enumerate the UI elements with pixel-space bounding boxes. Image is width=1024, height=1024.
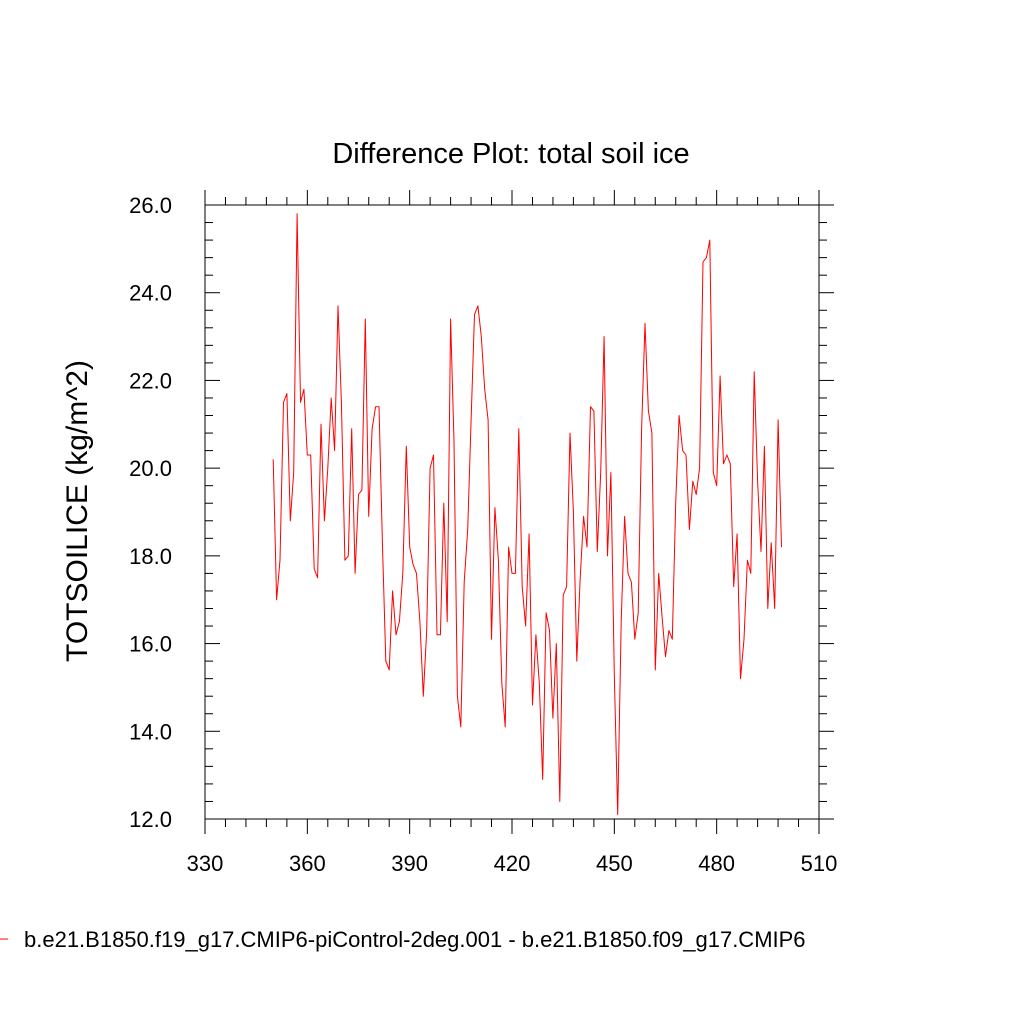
x-tick-label: 330 bbox=[187, 851, 224, 876]
y-axis-label: TOTSOILICE (kg/m^2) bbox=[61, 360, 94, 662]
x-tick-label: 480 bbox=[698, 851, 735, 876]
y-tick-label: 24.0 bbox=[129, 281, 172, 306]
chart-title: Difference Plot: total soil ice bbox=[332, 138, 689, 170]
x-tick-label: 510 bbox=[801, 851, 838, 876]
plot-frame bbox=[204, 204, 820, 820]
series-line bbox=[272, 213, 782, 816]
y-tick-label: 16.0 bbox=[129, 632, 172, 657]
y-tick-label: 26.0 bbox=[129, 193, 172, 218]
x-tick-label: 390 bbox=[391, 851, 428, 876]
x-tick-label: 420 bbox=[494, 851, 531, 876]
y-tick-label: 22.0 bbox=[129, 368, 172, 393]
x-tick-label: 360 bbox=[289, 851, 326, 876]
y-tick-label: 12.0 bbox=[129, 807, 172, 832]
legend: b.e21.B1850.f19_g17.CMIP6-piControl-2deg… bbox=[0, 927, 806, 952]
y-tick-label: 14.0 bbox=[129, 719, 172, 744]
y-tick-label: 20.0 bbox=[129, 456, 172, 481]
x-tick-label: 450 bbox=[596, 851, 633, 876]
legend-label: b.e21.B1850.f19_g17.CMIP6-piControl-2deg… bbox=[24, 927, 806, 952]
y-tick-label: 18.0 bbox=[129, 544, 172, 569]
